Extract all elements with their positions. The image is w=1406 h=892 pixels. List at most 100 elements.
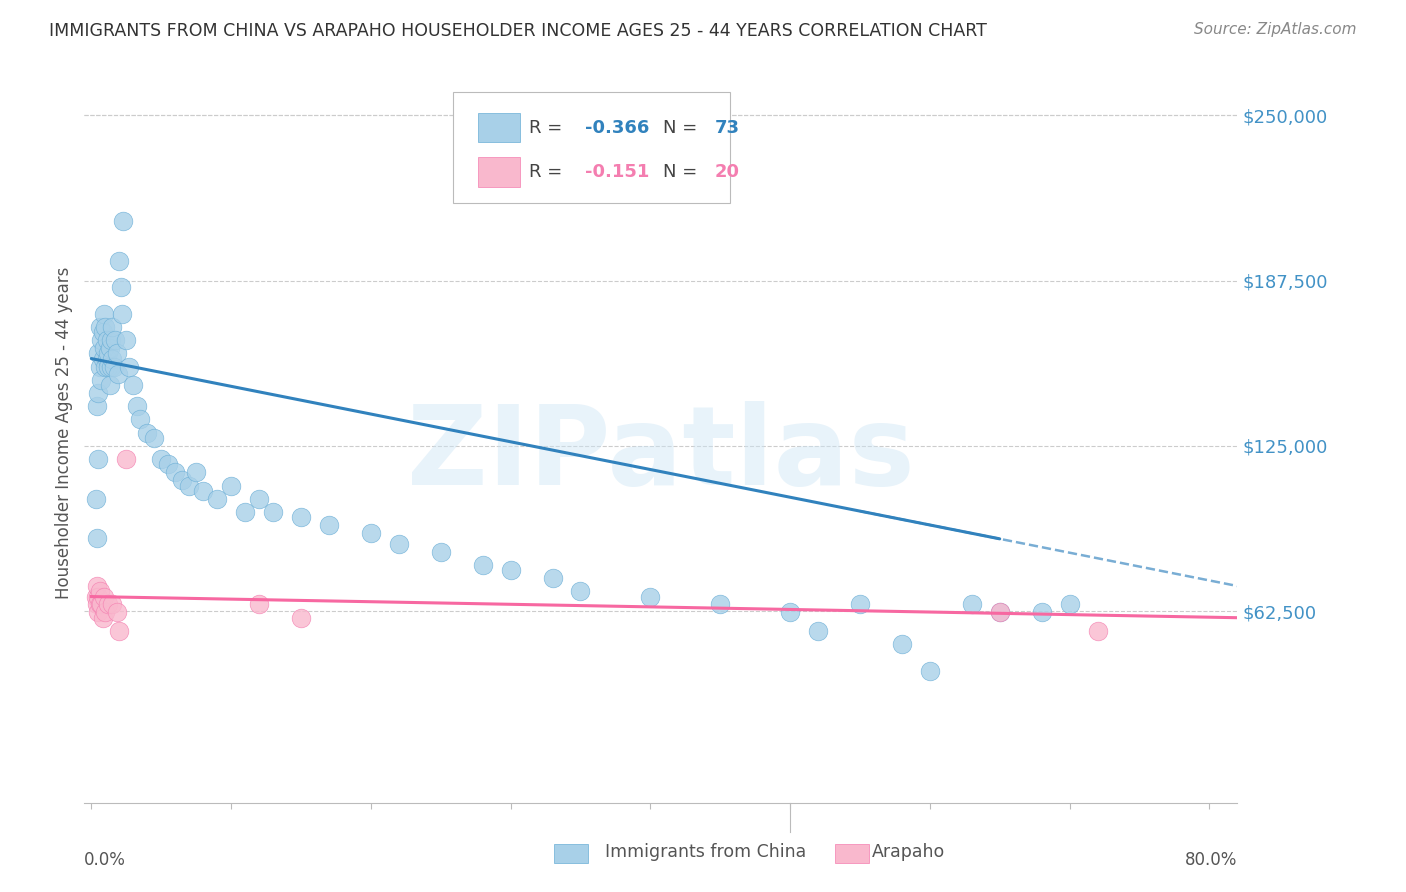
Text: N =: N = bbox=[664, 163, 703, 181]
Point bbox=[429, 544, 451, 558]
Point bbox=[807, 624, 830, 638]
Text: Source: ZipAtlas.com: Source: ZipAtlas.com bbox=[1194, 22, 1357, 37]
Point bbox=[890, 637, 912, 651]
Point bbox=[233, 505, 256, 519]
Point bbox=[779, 606, 801, 620]
Text: 73: 73 bbox=[716, 119, 740, 136]
Point bbox=[97, 346, 120, 360]
Point bbox=[89, 319, 111, 334]
Point bbox=[87, 452, 110, 467]
Point bbox=[105, 346, 128, 360]
Point bbox=[89, 584, 111, 599]
Point bbox=[86, 579, 108, 593]
Point bbox=[388, 536, 411, 550]
Point bbox=[122, 378, 145, 392]
Point bbox=[94, 359, 117, 374]
Point bbox=[471, 558, 494, 572]
Point bbox=[87, 606, 110, 620]
Point bbox=[108, 624, 131, 638]
Text: ZIPatlas: ZIPatlas bbox=[406, 401, 915, 508]
Text: Immigrants from China: Immigrants from China bbox=[605, 843, 806, 861]
Point bbox=[90, 598, 112, 612]
Point bbox=[1087, 624, 1109, 638]
Point bbox=[89, 598, 111, 612]
Text: 80.0%: 80.0% bbox=[1185, 851, 1237, 869]
Point bbox=[360, 526, 382, 541]
Point bbox=[918, 664, 941, 678]
Point bbox=[115, 452, 138, 467]
Point bbox=[165, 465, 187, 479]
Point bbox=[143, 431, 166, 445]
Point bbox=[205, 491, 228, 506]
Point bbox=[94, 319, 117, 334]
Point bbox=[84, 590, 107, 604]
Point bbox=[100, 333, 122, 347]
Point bbox=[219, 478, 242, 492]
Point bbox=[96, 351, 118, 366]
Point bbox=[101, 351, 124, 366]
Text: -0.151: -0.151 bbox=[585, 163, 650, 181]
Point bbox=[107, 368, 129, 382]
Point bbox=[1031, 606, 1053, 620]
Point bbox=[90, 333, 112, 347]
Text: Arapaho: Arapaho bbox=[872, 843, 945, 861]
Point bbox=[118, 359, 141, 374]
Point bbox=[104, 333, 127, 347]
Point bbox=[86, 532, 108, 546]
Text: R =: R = bbox=[530, 119, 568, 136]
Text: N =: N = bbox=[664, 119, 703, 136]
Point bbox=[127, 399, 149, 413]
Point bbox=[179, 478, 201, 492]
Point bbox=[91, 351, 114, 366]
Point bbox=[115, 333, 138, 347]
Point bbox=[186, 465, 208, 479]
Point bbox=[97, 359, 120, 374]
Point bbox=[96, 333, 118, 347]
Text: R =: R = bbox=[530, 163, 568, 181]
Point bbox=[709, 598, 731, 612]
Point bbox=[110, 280, 132, 294]
Text: IMMIGRANTS FROM CHINA VS ARAPAHO HOUSEHOLDER INCOME AGES 25 - 44 YEARS CORRELATI: IMMIGRANTS FROM CHINA VS ARAPAHO HOUSEHO… bbox=[49, 22, 987, 40]
Point bbox=[290, 611, 312, 625]
Point bbox=[93, 341, 115, 355]
Point bbox=[157, 458, 180, 472]
Text: 20: 20 bbox=[716, 163, 740, 181]
Point bbox=[318, 518, 340, 533]
Point bbox=[129, 412, 152, 426]
Point bbox=[93, 307, 115, 321]
Point bbox=[108, 253, 131, 268]
Point bbox=[988, 606, 1011, 620]
Point bbox=[87, 346, 110, 360]
Point bbox=[84, 491, 107, 506]
FancyBboxPatch shape bbox=[478, 157, 520, 186]
Point bbox=[541, 571, 564, 585]
Point bbox=[105, 606, 128, 620]
Point bbox=[93, 590, 115, 604]
Point bbox=[98, 378, 121, 392]
Text: -0.366: -0.366 bbox=[585, 119, 650, 136]
Point bbox=[1059, 598, 1081, 612]
Text: 0.0%: 0.0% bbox=[84, 851, 127, 869]
Point bbox=[247, 598, 270, 612]
Point bbox=[191, 483, 214, 498]
Y-axis label: Householder Income Ages 25 - 44 years: Householder Income Ages 25 - 44 years bbox=[55, 267, 73, 599]
Point bbox=[640, 590, 662, 604]
Point bbox=[94, 606, 117, 620]
Point bbox=[569, 584, 592, 599]
Point bbox=[112, 214, 135, 228]
FancyBboxPatch shape bbox=[453, 92, 730, 203]
Point bbox=[87, 386, 110, 401]
FancyBboxPatch shape bbox=[478, 113, 520, 143]
Point bbox=[98, 341, 121, 355]
Point bbox=[290, 510, 312, 524]
Point bbox=[136, 425, 159, 440]
Point bbox=[86, 399, 108, 413]
Point bbox=[89, 359, 111, 374]
Point bbox=[87, 590, 110, 604]
Point bbox=[849, 598, 872, 612]
Point bbox=[988, 606, 1011, 620]
Point bbox=[247, 491, 270, 506]
Point bbox=[960, 598, 983, 612]
Point bbox=[172, 473, 194, 487]
Point bbox=[103, 359, 125, 374]
